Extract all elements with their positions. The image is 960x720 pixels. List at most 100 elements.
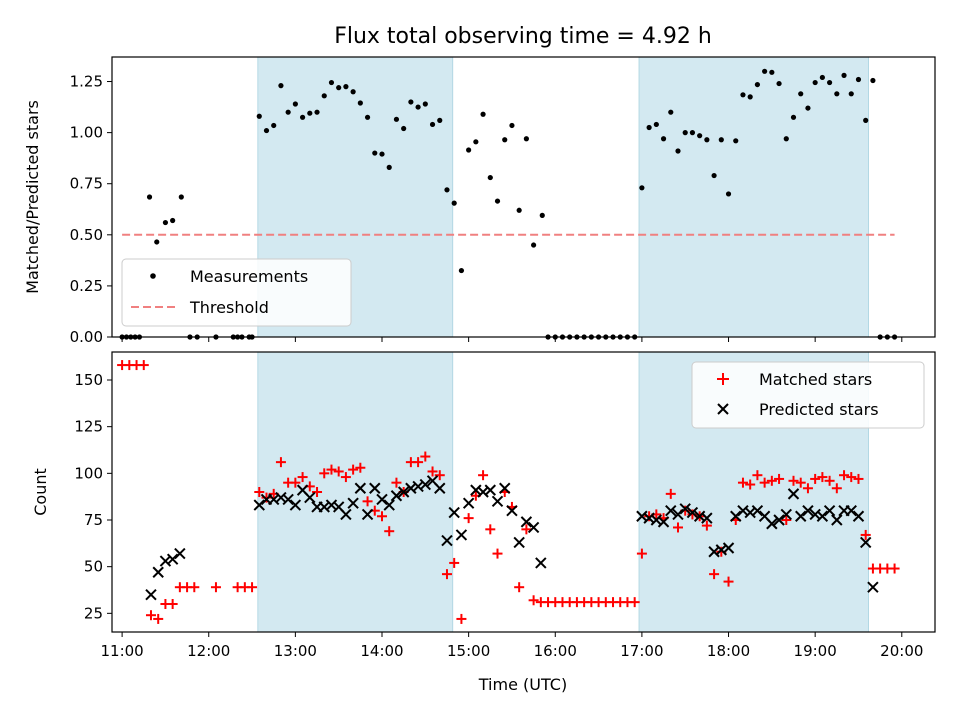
top-series	[119, 68, 898, 340]
predicted-stars-point	[672, 508, 684, 521]
measurement-point	[256, 113, 262, 119]
measurement-point	[401, 125, 407, 132]
matched-stars-point	[810, 473, 821, 484]
measurement-point	[523, 136, 529, 142]
matched-stars-point	[449, 557, 460, 568]
measurement-point	[870, 77, 876, 84]
measurement-point	[646, 124, 652, 131]
top-y-ticks: 0.00 0.25 0.50 0.75 1.00 1.25	[70, 73, 112, 346]
measurement-point	[848, 91, 854, 97]
predicted-stars-point	[657, 516, 670, 528]
legend-measurements-label: Measurements	[190, 267, 308, 286]
measurement-point	[711, 172, 717, 179]
predicted-stars-point	[513, 536, 525, 549]
predicted-stars-point	[145, 588, 157, 601]
bottom-y-ticks: 25 50 75 100 125 150	[74, 371, 112, 622]
measurement-point	[834, 91, 840, 97]
predicted-stars-point	[535, 557, 547, 569]
predicted-stars-point	[282, 493, 294, 506]
predicted-stars-point	[665, 504, 677, 517]
top-legend: Measurements Threshold	[121, 258, 352, 327]
matched-stars-point	[384, 526, 395, 537]
measurement-point	[740, 92, 746, 98]
measurement-point	[263, 127, 270, 134]
predicted-stars-point	[686, 506, 699, 519]
matched-stars-point	[167, 599, 178, 609]
measurement-point	[451, 200, 457, 206]
matched-stars-point	[788, 475, 799, 486]
predicted-stars-point	[845, 504, 857, 517]
matched-stars-point	[709, 569, 720, 580]
measurement-point	[668, 109, 674, 115]
matched-stars-point	[521, 524, 532, 535]
predicted-stars-point	[766, 518, 778, 530]
bottom-legend: Matched stars Predicted stars	[691, 361, 925, 429]
matched-stars-point	[795, 477, 806, 488]
y-tick-label: 100	[74, 464, 103, 482]
bottom-x-ticks: 11:00 12:00 13:00 14:00 15:00 16:00 17:00 18:00…	[100, 632, 923, 660]
predicted-stars-point	[434, 482, 446, 494]
measurement-point	[733, 138, 739, 144]
matched-stars-point	[774, 473, 785, 484]
matched-stars-point	[824, 475, 835, 486]
x-tick-label: 19:00	[794, 642, 837, 660]
measurement-point	[321, 93, 327, 99]
x-tick-label: 15:00	[447, 642, 490, 660]
chart-title: Flux total observing time = 4.92 h	[334, 24, 712, 49]
matched-stars-point	[802, 483, 813, 494]
predicted-stars-point	[701, 512, 713, 524]
y-tick-label: 150	[74, 371, 103, 389]
measurement-point	[798, 91, 804, 97]
measurement-point	[299, 114, 306, 120]
matched-stars-point	[478, 470, 489, 481]
predicted-stars-point	[867, 581, 879, 593]
legend-measurements-marker	[150, 273, 156, 279]
measurement-point	[754, 81, 761, 88]
y-tick-label: 0.75	[70, 175, 103, 193]
matched-stars-point	[839, 470, 850, 481]
measurement-point	[725, 191, 732, 197]
measurement-point	[718, 137, 724, 143]
predicted-stars-point	[166, 553, 179, 565]
predicted-stars-point	[780, 508, 792, 521]
x-tick-label: 14:00	[360, 642, 403, 660]
x-tick-label: 12:00	[187, 642, 230, 660]
bottom-series	[117, 360, 900, 624]
measurement-point	[314, 109, 320, 115]
matched-stars-point	[860, 529, 871, 540]
y-tick-label: 125	[74, 418, 103, 436]
matched-stars-point	[189, 582, 200, 593]
matched-stars-point	[275, 457, 286, 468]
measurement-point	[473, 139, 479, 145]
measurement-point	[841, 72, 847, 78]
measurement-point	[480, 111, 486, 117]
matched-stars-point	[427, 466, 438, 477]
legend-threshold-label: Threshold	[189, 298, 269, 317]
x-tick-label: 13:00	[274, 642, 317, 660]
matched-stars-point	[434, 470, 445, 481]
matched-stars-point	[348, 464, 359, 475]
matched-stars-point	[333, 466, 344, 477]
predicted-stars-point	[751, 504, 764, 517]
matched-stars-point	[636, 548, 647, 559]
measurement-point	[393, 116, 400, 122]
measurement-point	[364, 114, 371, 120]
measurement-point	[805, 105, 811, 111]
bottom-axes-frame	[111, 351, 936, 633]
measurement-point	[487, 174, 493, 181]
top-legend-box	[121, 258, 352, 327]
matched-stars-point	[254, 487, 265, 497]
matched-stars-point	[355, 462, 366, 473]
predicted-stars-point	[462, 497, 475, 509]
matched-stars-point	[362, 496, 373, 507]
x-axis-label: Time (UTC)	[478, 675, 567, 694]
measurement-point	[444, 187, 450, 193]
measurement-point	[466, 147, 472, 153]
measurement-point	[429, 121, 436, 128]
matched-stars-point	[312, 487, 323, 497]
matched-stars-point	[514, 582, 525, 593]
measurement-point	[458, 267, 465, 274]
predicted-stars-point	[152, 566, 164, 578]
y-tick-label: 50	[84, 558, 103, 576]
matched-stars-point	[485, 524, 496, 535]
